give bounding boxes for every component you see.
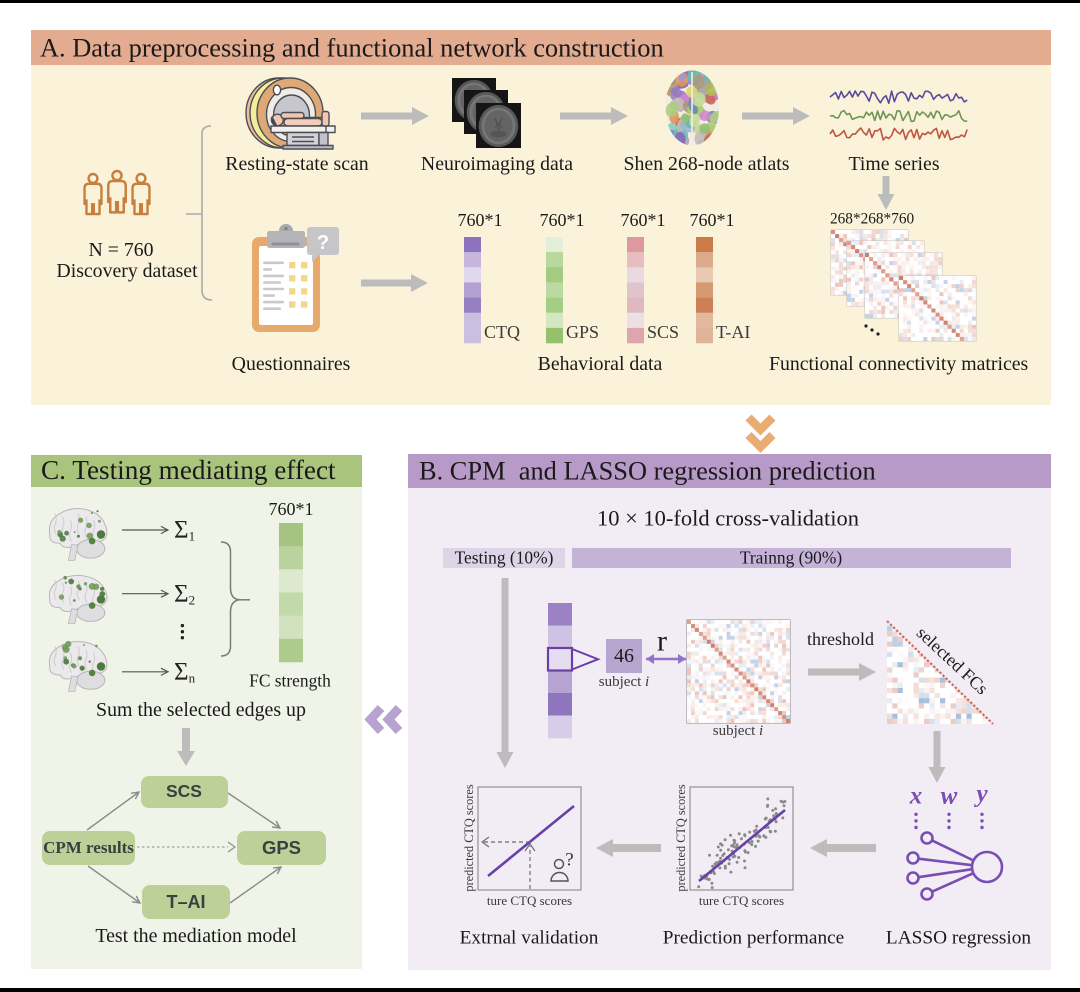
svg-text:?: ? [317,232,329,254]
